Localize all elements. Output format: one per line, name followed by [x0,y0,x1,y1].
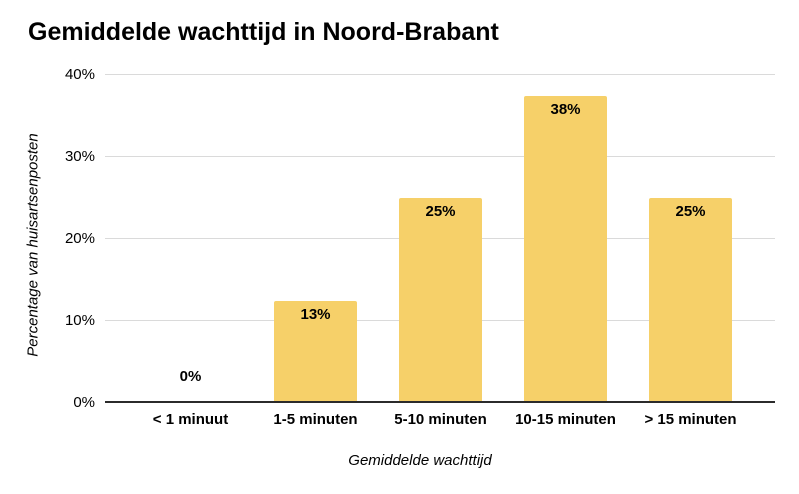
y-axis-tick-label: 40% [64,66,95,83]
y-axis-tick-label: 20% [64,230,95,247]
y-axis-tick-label: 10% [64,312,95,329]
bar-value-label: 25% [425,203,456,220]
bar [274,300,357,403]
x-axis-tick-label: < 1 minuut [152,411,229,428]
x-axis-tick-label: 1-5 minuten [273,411,358,428]
x-axis-tick-label: 10-15 minuten [515,411,616,428]
y-axis-tick-label: 30% [64,148,95,165]
bar-value-label: 13% [300,305,331,323]
x-axis-tick-label: 5-10 minuten [394,411,487,428]
bar-value-label: 0% [179,368,202,385]
bar-value-label: 25% [675,203,706,220]
bar [524,95,607,403]
plot-area: 0% 10% 20% 30% 40% 0% < 1 minuut 13% 1-5 minuten… [65,67,775,428]
x-axis-tick-label: > 15 minuten [644,411,737,428]
y-axis-tick-label: 0% [73,394,95,411]
y-gridline [105,156,775,157]
bar [649,198,732,403]
x-axis-title: Gemiddelde wachttijd [348,452,492,469]
x-axis-line [105,401,775,403]
bar-value-label: 38% [550,100,581,118]
chart-title: Gemiddelde wachttijd in Noord-Brabant [28,18,499,46]
y-gridline [105,74,775,75]
bar [399,198,482,403]
